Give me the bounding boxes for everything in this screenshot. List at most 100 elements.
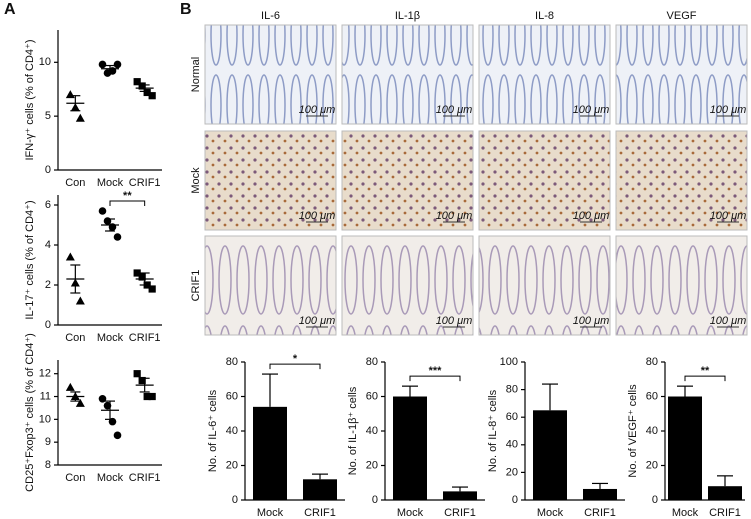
bar [303,479,337,500]
y-tick-label: 0 [45,164,51,176]
x-tick-label: CRIF1 [129,332,161,344]
dot [143,88,151,97]
significance-bracket [684,375,726,382]
dot [103,401,112,410]
row-label: Normal [190,57,202,92]
bar [533,410,567,500]
scale-bar-label: 100 μm [710,315,747,327]
panel-label: A [4,1,16,18]
dot [98,207,107,215]
bar [253,406,287,500]
scale-bar-label: 100 μm [710,210,747,222]
x-tick-label: Mock [537,507,564,519]
y-tick-label: 60 [226,390,238,402]
y-tick-label: 60 [506,411,518,423]
y-tick-label: 12 [39,368,51,380]
y-tick-label: 0 [45,319,51,331]
column-header: IL-6 [261,10,280,22]
dot [138,82,146,90]
y-tick-label: 20 [506,466,518,478]
panel-label: B [180,1,192,18]
y-axis-label: No. of VEGF⁺ cells [627,384,639,478]
dot [113,431,122,440]
y-tick-label: 10 [39,56,51,68]
scale-bar-label: 100 μm [299,210,336,222]
micrograph [341,24,474,125]
scale-bar-label: 100 μm [573,315,610,327]
y-tick-label: 80 [366,356,378,368]
scale-bar-label: 100 μm [573,104,610,116]
y-tick-label: 40 [226,425,238,437]
y-tick-label: 2 [45,279,51,291]
x-tick-label: CRIF1 [584,507,616,519]
significance-label: ** [701,365,710,377]
y-axis-label: No. of IL-8⁺ cells [487,389,499,472]
y-tick-label: 20 [366,459,378,471]
column-header: IL-8 [535,10,554,22]
micrograph [478,130,611,231]
dot [65,252,75,261]
y-axis-label: IFN-γ⁺ cells (% of CD4⁺) [24,39,36,160]
dot [98,60,107,69]
micrograph [341,235,474,336]
micrograph [478,235,611,336]
y-tick-label: 8 [45,459,51,471]
x-tick-label: CRIF1 [709,507,741,519]
y-tick-label: 40 [646,425,658,437]
y-tick-label: 80 [646,356,658,368]
y-tick-label: 60 [646,390,658,402]
y-tick-label: 40 [506,439,518,451]
micrograph [615,130,748,231]
x-tick-label: Mock [97,332,124,344]
dot [143,392,151,401]
dot [133,269,141,277]
y-tick-label: 4 [45,239,51,251]
column-header: IL-1β [395,10,420,22]
micrograph [615,24,748,125]
dot [138,273,146,281]
bar [443,491,477,500]
significance-bracket [269,363,321,370]
dot [133,78,141,86]
micrograph [204,24,337,125]
y-tick-label: 20 [646,459,658,471]
micrograph [615,235,748,336]
scale-bar-label: 100 μm [573,210,610,222]
y-tick-label: 10 [39,413,51,425]
micrograph [204,130,337,231]
x-tick-label: CRIF1 [444,507,476,519]
bar [393,396,427,500]
dot [65,90,75,99]
y-axis-label: IL-17⁺ cells (% of CD4⁺) [24,200,36,319]
x-tick-label: CRIF1 [129,177,161,189]
y-tick-label: 20 [226,459,238,471]
y-tick-label: 0 [372,494,378,506]
y-axis-label: CD25⁺Fxop3⁺ cells (% of CD4⁺) [24,333,36,492]
y-tick-label: 0 [232,494,238,506]
significance-label: ** [123,190,132,202]
dot [148,92,156,100]
scale-bar-label: 100 μm [436,104,473,116]
y-tick-label: 40 [366,425,378,437]
bar [583,488,617,500]
bar [668,396,702,500]
y-axis-label: No. of IL-1β⁺ cells [347,386,359,475]
x-tick-label: Con [65,332,85,344]
scale-bar-label: 100 μm [710,104,747,116]
y-tick-label: 80 [226,356,238,368]
x-tick-label: Mock [97,472,124,484]
y-tick-label: 80 [506,384,518,396]
dot [98,395,107,403]
x-tick-label: Con [65,472,85,484]
x-tick-label: Mock [97,177,124,189]
x-tick-label: CRIF1 [129,472,161,484]
x-tick-label: Mock [672,507,699,519]
x-tick-label: Mock [397,507,424,519]
scale-bar-label: 100 μm [436,315,473,327]
dot [113,233,122,241]
y-axis-label: No. of IL-6⁺ cells [207,389,219,472]
bar [708,486,742,500]
x-tick-label: Con [65,177,85,189]
dot [138,376,146,385]
